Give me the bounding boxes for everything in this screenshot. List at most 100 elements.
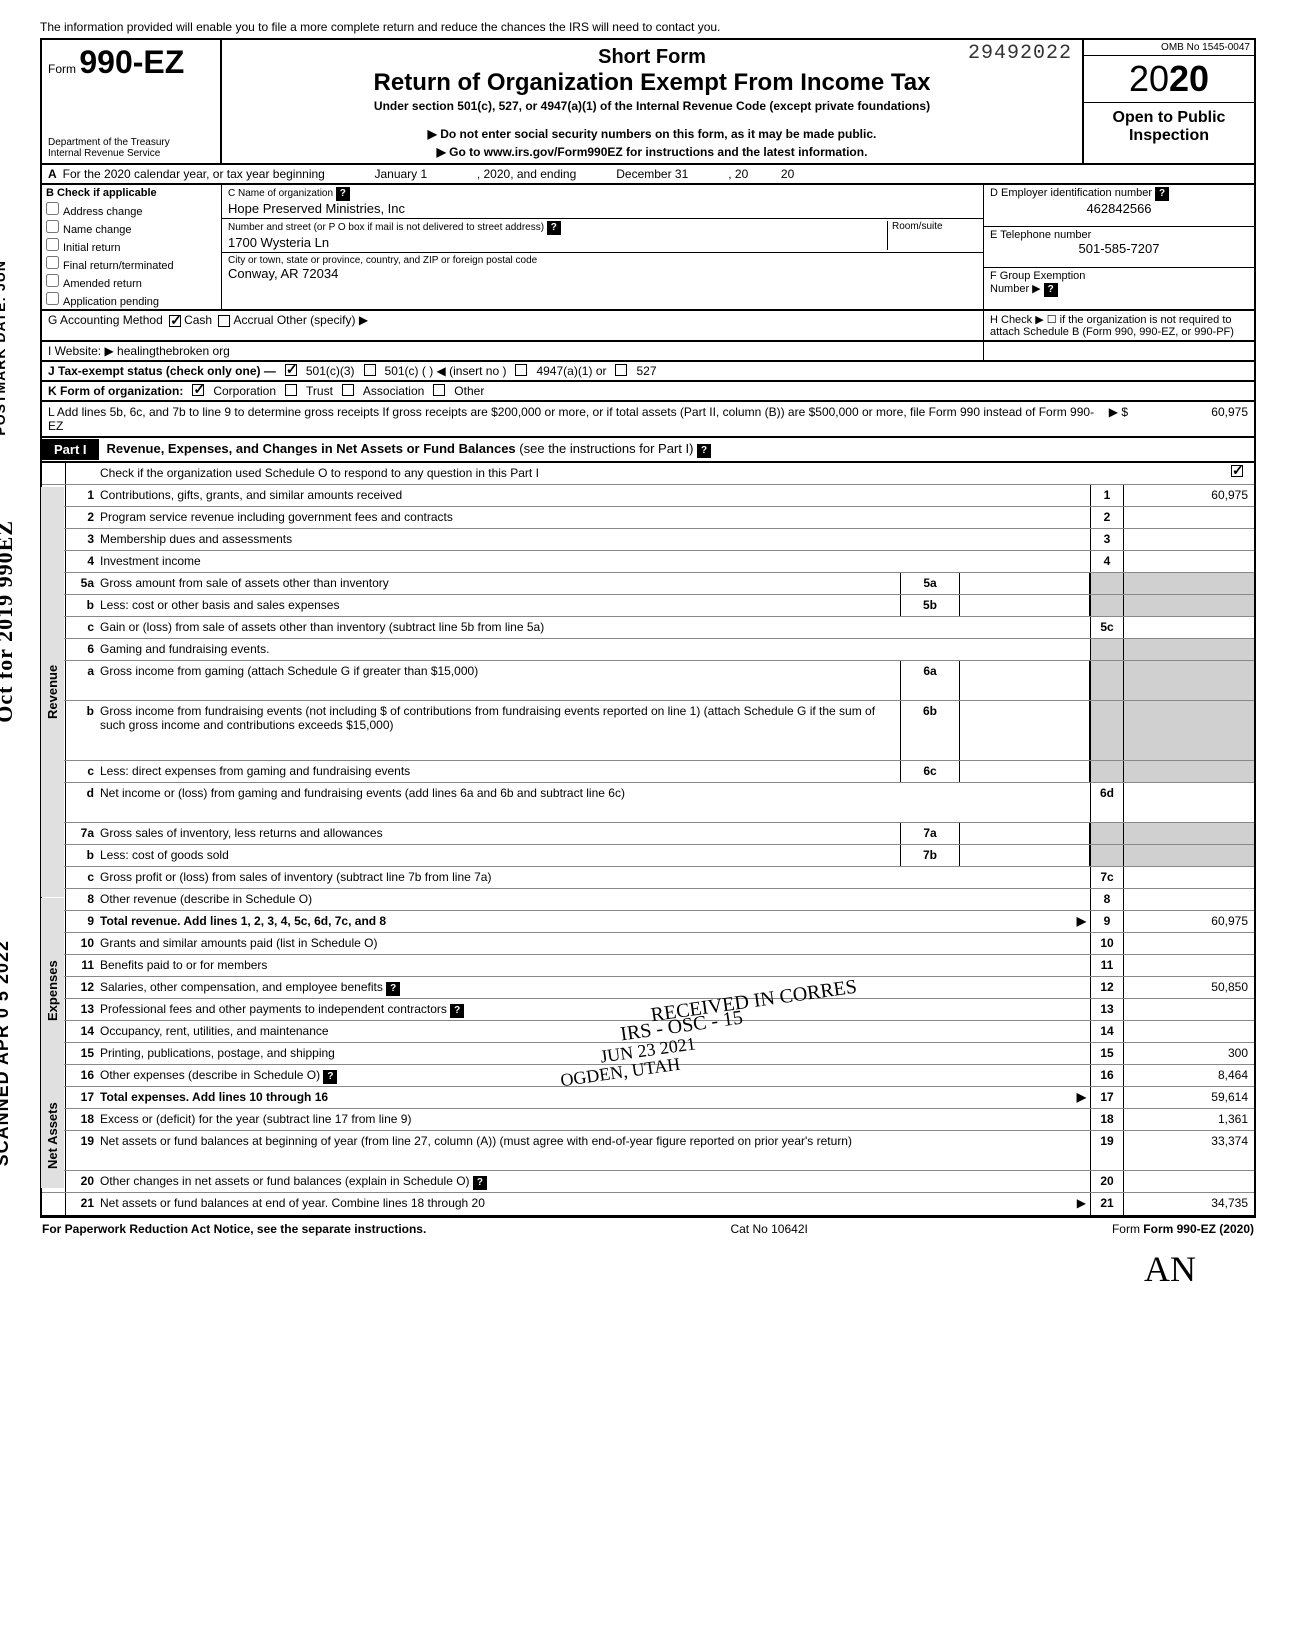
top-note: The information provided will enable you…: [40, 20, 1256, 34]
line-amount: [1124, 551, 1254, 572]
line-desc: Other changes in net assets or fund bala…: [100, 1171, 1090, 1192]
line-desc: Excess or (deficit) for the year (subtra…: [100, 1109, 1090, 1130]
help-icon[interactable]: ?: [336, 187, 350, 201]
line-number: b: [66, 595, 100, 616]
table-row: aGross income from gaming (attach Schedu…: [42, 661, 1254, 701]
cb-accrual[interactable]: [218, 315, 230, 327]
opt-trust: Trust: [306, 384, 333, 398]
cb-schedule-o[interactable]: [1231, 465, 1243, 477]
table-row: 6Gaming and fundraising events.: [42, 639, 1254, 661]
line-number: 11: [66, 955, 100, 976]
cb-initial-return[interactable]: Initial return: [42, 237, 221, 255]
l-arrow: ▶ $: [1109, 405, 1128, 433]
table-row: bLess: cost or other basis and sales exp…: [42, 595, 1254, 617]
header-mid: 29492022 Short Form Return of Organizati…: [222, 40, 1084, 163]
col-de: D Employer identification number ? 46284…: [984, 185, 1254, 309]
opt-501c: 501(c) ( ) ◀ (insert no ): [385, 364, 507, 378]
sub-line-no: 6b: [900, 701, 960, 760]
line-desc: Other expenses (describe in Schedule O) …: [100, 1065, 1090, 1086]
line-number: c: [66, 867, 100, 888]
footer-cat-no: Cat No 10642I: [730, 1222, 807, 1236]
line-number: 10: [66, 933, 100, 954]
sub-line-val: [960, 661, 1090, 700]
sub-line-no: 5a: [900, 573, 960, 594]
row-h-cont: [984, 342, 1254, 360]
cb-501c[interactable]: [364, 364, 376, 376]
help-icon[interactable]: ?: [450, 1004, 464, 1018]
help-icon[interactable]: ?: [323, 1070, 337, 1084]
right-line-no: 15: [1090, 1043, 1124, 1064]
side-scanned: SCANNED APR 0 5 2022: [0, 940, 13, 1166]
help-icon[interactable]: ?: [697, 444, 711, 458]
cb-final-return-label: Final return/terminated: [63, 260, 174, 272]
form-prefix: Form: [48, 62, 76, 76]
right-line-no: 11: [1090, 955, 1124, 976]
help-icon[interactable]: ?: [386, 982, 400, 996]
subtitle: Under section 501(c), 527, or 4947(a)(1)…: [230, 99, 1074, 113]
part1-paren: (see the instructions for Part I): [519, 441, 693, 456]
opt-527: 527: [636, 364, 656, 378]
room-label: Room/suite: [892, 221, 977, 232]
c-name-cell: C Name of organization ? Hope Preserved …: [222, 185, 983, 219]
accrual-label: Accrual: [233, 313, 273, 327]
cb-527[interactable]: [615, 364, 627, 376]
line-amount: [1124, 529, 1254, 550]
cb-4947[interactable]: [515, 364, 527, 376]
help-icon[interactable]: ?: [1044, 283, 1058, 297]
org-name: Hope Preserved Ministries, Inc: [228, 201, 977, 216]
footer-form-no: Form 990-EZ (2020): [1143, 1222, 1254, 1236]
cb-trust[interactable]: [285, 384, 297, 396]
line-desc: Membership dues and assessments: [100, 529, 1090, 550]
line-amount: 8,464: [1124, 1065, 1254, 1086]
line-number: b: [66, 845, 100, 866]
row-a-text3: , 20: [728, 167, 748, 181]
line-desc: Less: cost or other basis and sales expe…: [100, 595, 900, 616]
cb-name-change[interactable]: Name change: [42, 219, 221, 237]
dept-irs: Internal Revenue Service: [48, 148, 214, 159]
row-a-text2: , 2020, and ending: [477, 167, 576, 181]
table-row: cGain or (loss) from sale of assets othe…: [42, 617, 1254, 639]
cb-app-pending[interactable]: Application pending: [42, 291, 221, 309]
table-row: 9Total revenue. Add lines 1, 2, 3, 4, 5c…: [42, 911, 1254, 933]
cb-cash[interactable]: [169, 315, 181, 327]
line-number: c: [66, 761, 100, 782]
table-row: 17Total expenses. Add lines 10 through 1…: [42, 1087, 1254, 1109]
table-row: 14Occupancy, rent, utilities, and mainte…: [42, 1021, 1254, 1043]
cb-address-change[interactable]: Address change: [42, 201, 221, 219]
cash-label: Cash: [184, 313, 212, 327]
cb-final-return[interactable]: Final return/terminated: [42, 255, 221, 273]
help-icon[interactable]: ?: [473, 1176, 487, 1190]
line-number: 8: [66, 889, 100, 910]
row-i: I Website: ▶ healingthebroken org: [40, 342, 1256, 362]
right-line-no: 14: [1090, 1021, 1124, 1042]
line-desc: Total revenue. Add lines 1, 2, 3, 4, 5c,…: [100, 911, 1090, 932]
cb-other-org[interactable]: [433, 384, 445, 396]
header-right: OMB No 1545-0047 2020 Open to Public Ins…: [1084, 40, 1254, 163]
line-number: 1: [66, 485, 100, 506]
line-desc: Salaries, other compensation, and employ…: [100, 977, 1090, 998]
sub-line-val: [960, 701, 1090, 760]
cb-amended[interactable]: Amended return: [42, 273, 221, 291]
line-amount: [1124, 1171, 1254, 1192]
line-number: 18: [66, 1109, 100, 1130]
sub-line-val: [960, 845, 1090, 866]
cb-association[interactable]: [342, 384, 354, 396]
cb-name-change-label: Name change: [63, 224, 132, 236]
line-amount: 50,850: [1124, 977, 1254, 998]
cb-501c3[interactable]: [285, 364, 297, 376]
cb-corporation[interactable]: [192, 384, 204, 396]
line-desc: Gain or (loss) from sale of assets other…: [100, 617, 1090, 638]
ein-label: D Employer identification number: [990, 187, 1152, 199]
row-l: L Add lines 5b, 6c, and 7b to line 9 to …: [40, 402, 1256, 438]
other-label: Other (specify) ▶: [277, 313, 368, 327]
help-icon[interactable]: ?: [1155, 187, 1169, 201]
help-icon[interactable]: ?: [547, 221, 561, 235]
line-number: 5a: [66, 573, 100, 594]
sub-line-no: 5b: [900, 595, 960, 616]
org-city: Conway, AR 72034: [228, 266, 977, 281]
url-note: ▶ Go to www.irs.gov/Form990EZ for instru…: [230, 145, 1074, 159]
ssn-note: ▶ Do not enter social security numbers o…: [230, 127, 1074, 141]
addr-label: Number and street (or P O box if mail is…: [228, 222, 544, 233]
line-amount: [1124, 955, 1254, 976]
line-number: 2: [66, 507, 100, 528]
